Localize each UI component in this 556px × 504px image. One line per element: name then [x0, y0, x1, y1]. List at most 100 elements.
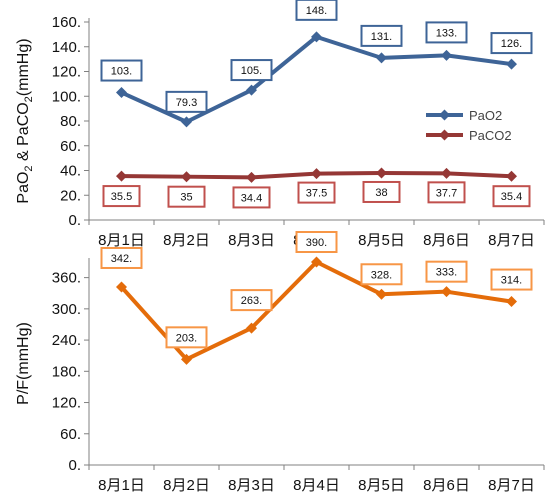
x-tick-label: 8月3日	[228, 477, 275, 494]
data-label-box	[230, 289, 273, 312]
data-label-box	[492, 185, 531, 208]
data-point	[116, 87, 127, 99]
data-label: 35.4	[501, 191, 522, 203]
legend-label: PaO2	[469, 108, 502, 123]
x-tick-label: 8月5日	[358, 232, 405, 249]
x-tick-label: 8月2日	[163, 232, 210, 249]
data-label: 79.3	[176, 97, 197, 109]
data-point	[376, 167, 387, 179]
data-label-box	[230, 59, 273, 82]
data-label-box	[100, 246, 143, 269]
y-axis-title-part: (mmHg)	[15, 38, 32, 96]
data-label: 37.7	[436, 187, 457, 199]
y-tick-label: 180.	[52, 363, 81, 380]
x-tick-label: 8月7日	[488, 232, 535, 249]
x-tick-label: 8月1日	[98, 477, 145, 494]
y-tick-label: 100.	[52, 88, 81, 105]
data-point	[506, 170, 517, 182]
data-point	[441, 167, 452, 179]
legend-marker	[439, 129, 450, 141]
data-label-box	[427, 181, 466, 204]
data-point	[376, 288, 387, 300]
data-label: 333.	[436, 267, 457, 279]
data-label: 105.	[241, 65, 262, 77]
y-axis-title-part: 2	[23, 165, 35, 171]
data-point	[311, 168, 322, 180]
data-label-box	[102, 185, 141, 208]
data-label: 35	[180, 192, 192, 204]
x-tick-label: 8月6日	[423, 232, 470, 249]
y-axis-title: PaO2 & PaCO2(mmHg)	[15, 38, 35, 203]
data-label: 148.	[306, 5, 327, 17]
y-tick-label: 0.	[68, 212, 81, 229]
y-axis-title-part: & PaCO	[15, 102, 32, 165]
y-tick-label: 20.	[60, 187, 81, 204]
data-label: 342.	[111, 253, 132, 265]
data-point	[441, 286, 452, 298]
data-point	[181, 116, 192, 128]
y-axis-title-part: PaO	[15, 172, 32, 204]
x-tick-label: 8月5日	[358, 477, 405, 494]
y-axis-title: P/F(mmHg)	[15, 322, 32, 405]
data-label: 35.5	[111, 191, 132, 203]
chart-2: 0. 60. 120. 180. 240. 300. 360. 8月1日 8月2日 8月3日 8月4…	[15, 231, 545, 494]
data-label: 37.5	[306, 188, 327, 200]
chart-1: 0. 20. 40. 60. 80. 100. 120. 140. 160. 8月1日 8月2日 8月…	[15, 0, 545, 249]
legend: PaO2 PaCO2	[426, 108, 512, 143]
x-tick-label: 8月4日	[293, 477, 340, 494]
data-point	[116, 281, 127, 293]
y-tick-label: 240.	[52, 332, 81, 349]
data-label-box	[360, 24, 403, 47]
data-label-box	[100, 59, 143, 82]
data-point	[246, 171, 257, 183]
data-label: 133.	[436, 27, 457, 39]
x-tick-label: 8月6日	[423, 477, 470, 494]
data-label-box	[425, 21, 468, 44]
data-label-box	[490, 268, 533, 291]
y-tick-label: 300.	[52, 301, 81, 318]
data-label-box	[360, 263, 403, 286]
x-tick-label: 8月2日	[163, 477, 210, 494]
data-label-box	[167, 185, 206, 208]
data-label: 103.	[111, 66, 132, 78]
data-point	[116, 170, 127, 182]
data-label: 34.4	[241, 192, 262, 204]
data-label-box	[362, 180, 401, 203]
data-point	[246, 84, 257, 96]
y-tick-label: 60.	[60, 426, 81, 443]
data-label: 203.	[176, 332, 197, 344]
data-label-box	[165, 326, 208, 349]
data-label-box	[425, 260, 468, 283]
data-label: 126.	[501, 38, 522, 50]
data-point	[376, 52, 387, 64]
data-point	[311, 256, 322, 268]
data-label: 38	[375, 187, 387, 199]
data-label: 328.	[371, 269, 392, 281]
y-tick-label: 40.	[60, 163, 81, 180]
y-tick-label: 120.	[52, 64, 81, 81]
data-label-box	[165, 90, 208, 113]
data-label: 390.	[306, 237, 327, 249]
data-point	[506, 296, 517, 308]
data-label-box	[295, 231, 338, 253]
data-point	[181, 171, 192, 183]
data-label: 314.	[501, 275, 522, 287]
data-point	[311, 31, 322, 43]
legend-label: PaCO2	[469, 128, 512, 143]
y-tick-label: 120.	[52, 395, 81, 412]
y-tick-label: 80.	[60, 113, 81, 130]
data-label-box	[232, 186, 271, 209]
x-tick-label: 8月7日	[488, 477, 535, 494]
data-point	[441, 49, 452, 61]
y-tick-label: 360.	[52, 270, 81, 287]
data-point	[246, 322, 257, 334]
y-tick-label: 0.	[68, 457, 81, 474]
y-tick-label: 140.	[52, 39, 81, 56]
y-axis-title-part: 2	[23, 96, 35, 102]
data-label-box	[295, 0, 338, 21]
data-label-box	[297, 181, 336, 204]
y-tick-label: 60.	[60, 138, 81, 155]
data-point	[506, 58, 517, 70]
